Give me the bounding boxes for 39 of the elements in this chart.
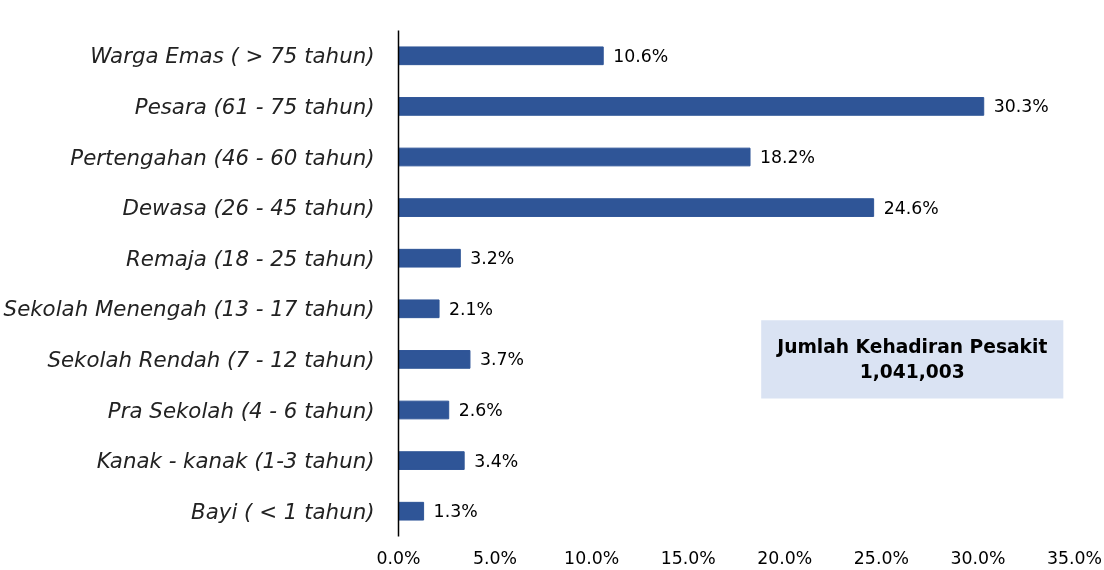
y-tick-label: Kanak - kanak (1-3 tahun) (96, 448, 375, 474)
data-label: 2.1% (449, 298, 494, 319)
bar (398, 350, 471, 369)
y-tick-label: Bayi ( < 1 tahun) (191, 498, 375, 524)
x-tick-label: 15.0% (660, 547, 716, 568)
bar (398, 299, 440, 319)
y-tick-label: Pesara (61 - 75 tahun) (134, 93, 375, 119)
bar (398, 248, 461, 268)
bar (398, 451, 465, 470)
bar (398, 97, 985, 116)
y-tick-label: Dewasa (26 - 45 tahun) (122, 195, 375, 221)
data-label: 3.2% (470, 248, 515, 269)
y-tick-label: Sekolah Menengah (13 - 17 tahun) (3, 296, 375, 322)
y-tick-label: Remaja (18 - 25 tahun) (126, 245, 375, 271)
data-label: 3.7% (479, 349, 524, 370)
data-label: 3.4% (474, 450, 519, 471)
y-tick-label: Pertengahan (46 - 60 tahun) (70, 144, 375, 170)
data-label: 2.6% (458, 400, 503, 420)
y-tick-label: Sekolah Rendah (7 - 12 tahun) (47, 346, 375, 372)
data-label: 24.6% (883, 197, 939, 218)
x-tick-label: 5.0% (473, 547, 518, 568)
bar (398, 400, 450, 420)
data-label: 1.3% (433, 501, 478, 522)
y-tick-label: Pra Sekolah (4 - 6 tahun) (107, 397, 375, 423)
x-tick-label: 35.0% (1046, 547, 1103, 568)
bar (398, 46, 604, 66)
x-tick-label: 25.0% (853, 547, 909, 568)
x-tick-label: 10.0% (564, 547, 620, 568)
data-label: 30.3% (993, 96, 1049, 117)
annotation: Jumlah Kehadiran Pesakit 1,041,003 (775, 336, 1048, 383)
x-tick-label: 30.0% (950, 547, 1006, 568)
data-label: 10.6% (613, 45, 669, 66)
y-tick-label: Warga Emas ( > 75 tahun) (90, 43, 375, 69)
bar (398, 501, 425, 521)
bar (398, 147, 751, 167)
bar (398, 198, 875, 217)
data-label: 18.2% (760, 147, 816, 167)
x-tick-label: 20.0% (757, 547, 813, 568)
x-tick-label: 0.0% (376, 547, 421, 568)
